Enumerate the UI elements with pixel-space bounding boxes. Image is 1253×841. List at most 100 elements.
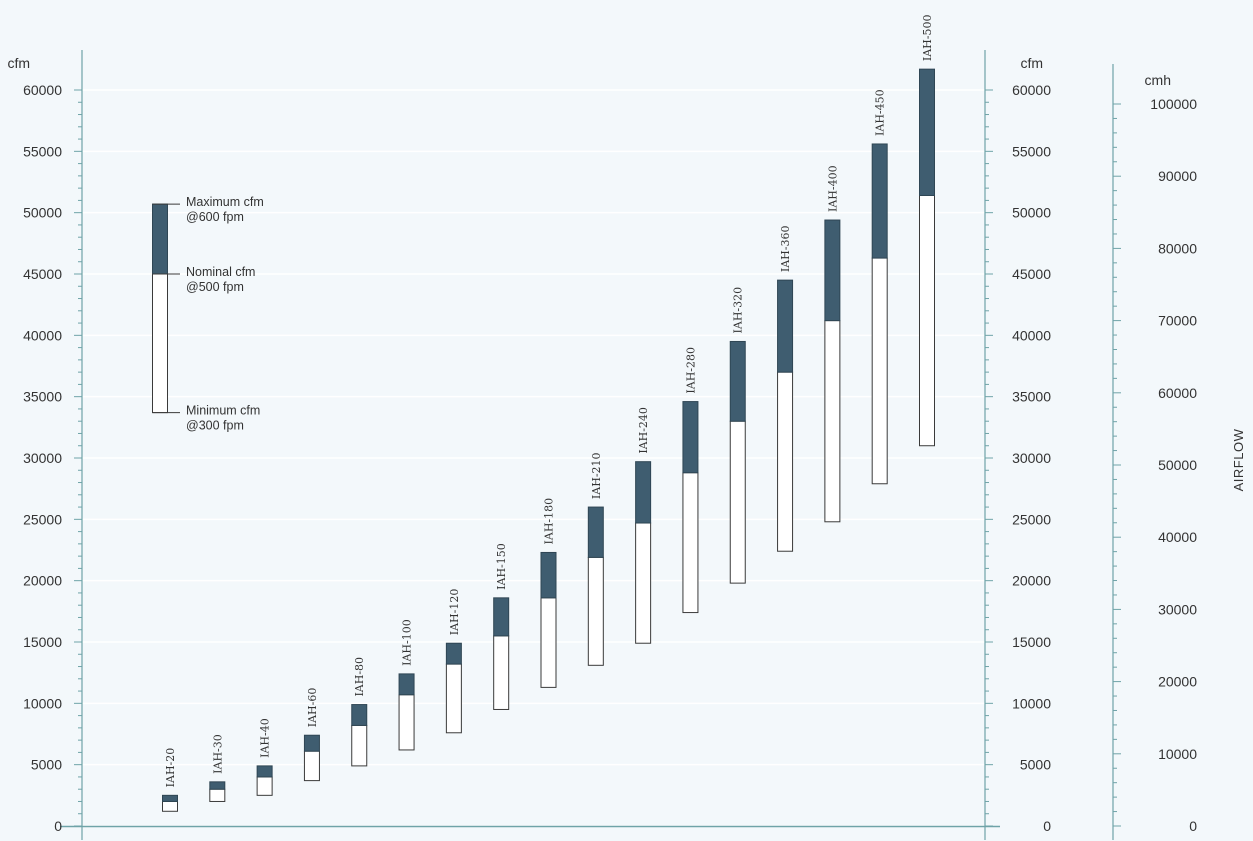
bar-upper-iah-80 [351,704,368,726]
bar-label: IAH-20 [164,748,177,788]
right-outer-tick-label: 50000 [1158,457,1197,473]
left-axis-tick-label: 0 [54,818,62,834]
bar-upper-iah-210 [587,506,604,558]
bar-lower-iah-280 [682,472,699,614]
left-axis-tick-label: 35000 [23,389,62,405]
bar-label: IAH-30 [211,734,224,774]
bar-upper-iah-120 [445,642,462,665]
bar-upper-iah-180 [540,551,557,599]
left-axis-tick-label: 60000 [23,82,62,98]
bar-upper-iah-60 [303,734,320,752]
bar-upper-iah-20 [162,794,178,802]
bar-lower-iah-40 [256,776,273,796]
bar-lower-iah-400 [824,320,841,523]
bar-label: IAH-500 [921,15,934,62]
right-outer-tick-label: 30000 [1158,601,1197,617]
bar-upper-iah-30 [209,781,226,790]
bar-lower-iah-80 [351,724,368,767]
bar-upper-iah-40 [256,765,273,778]
bar-lower-iah-450 [871,257,888,485]
right-inner-axis-tick-label: 25000 [1012,511,1051,527]
left-axis-tick-label: 40000 [23,327,62,343]
bar-upper-iah-450 [871,143,888,259]
bar-upper-iah-280 [682,401,699,474]
bar-label: IAH-60 [306,688,319,728]
right-outer-tick-label: 100000 [1150,96,1197,112]
legend: Maximum cfm@600 fpm Nominal cfm@500 fpm Mi… [152,195,264,433]
right-inner-axis-tick-label: 35000 [1012,389,1051,405]
bar-label: IAH-240 [637,407,650,454]
bar-lower-iah-180 [540,597,557,688]
bar-label: IAH-100 [401,619,414,666]
right-inner-axis-tick-label: 40000 [1012,327,1051,343]
bar-label: IAH-400 [826,165,839,212]
bar-lower-iah-360 [777,371,794,552]
right-outer-tick-label: 20000 [1158,674,1197,690]
left-axis-tick-label: 15000 [23,634,62,650]
axes: 0 5000 10000 15000 20000 25000 30000 35000 40000… [7,50,1197,840]
bar-lower-iah-30 [209,788,226,802]
bar-upper-iah-320 [729,340,746,422]
bar-label: IAH-360 [779,226,792,273]
bar-label: IAH-120 [448,589,461,636]
legend-nominal-label: @500 fpm [186,280,244,294]
right-inner-axis-tick-label: 60000 [1012,82,1051,98]
right-outer-tick-label: 40000 [1158,529,1197,545]
left-axis-tick-label: 10000 [23,695,62,711]
bar-lower-iah-500 [919,194,935,447]
bar-label: IAH-80 [353,657,366,697]
bar-upper-iah-150 [493,597,510,637]
bar-label: IAH-180 [543,498,556,545]
bar-label: IAH-450 [874,89,887,136]
legend-max-label: @600 fpm [186,210,244,224]
bar-label: IAH-150 [495,543,508,590]
legend-nominal-label: Nominal cfm [186,265,255,279]
bars: IAH-20 IAH-30 IAH-40 IAH-60 IAH-80 IAH-100 IAH… [162,15,935,812]
bar-upper-iah-400 [824,219,841,322]
bar-upper-iah-240 [635,461,652,524]
right-outer-tick-label: 70000 [1158,313,1197,329]
right-inner-axis-tick-label: 50000 [1012,205,1051,221]
left-axis-tick-label: 20000 [23,573,62,589]
left-axis-tick-label: 25000 [23,511,62,527]
bar-label: IAH-320 [732,287,745,334]
left-axis-tick-label: 50000 [23,205,62,221]
bar-lower-iah-150 [493,635,510,710]
left-axis-tick-label: 5000 [31,757,62,773]
right-outer-unit-label: cmh [1145,72,1171,88]
legend-min-label: @300 fpm [186,419,244,433]
right-inner-axis-tick-label: 30000 [1012,450,1051,466]
bar-lower-iah-60 [303,750,320,782]
right-inner-axis-tick-label: 45000 [1012,266,1051,282]
left-axis-tick-label: 30000 [23,450,62,466]
legend-upper-swatch [152,203,168,275]
bar-upper-iah-500 [919,68,935,196]
right-inner-axis-tick-label: 0 [1043,818,1051,834]
left-axis-tick-label: 45000 [23,266,62,282]
bar-upper-iah-100 [398,673,415,696]
right-inner-axis-tick-label: 5000 [1020,757,1051,773]
bar-lower-iah-20 [162,800,178,812]
legend-lower-swatch [152,273,168,414]
bar-lower-iah-120 [445,663,462,734]
right-inner-axis-tick-label: 10000 [1012,695,1051,711]
bar-lower-iah-210 [587,556,604,666]
bar-label: IAH-280 [684,347,697,394]
bar-label: IAH-210 [590,452,603,499]
right-inner-axis-tick-label: 15000 [1012,634,1051,650]
left-axis-unit-label: cfm [7,55,30,71]
right-outer-tick-label: 10000 [1158,746,1197,762]
right-inner-axis-unit-label: cfm [1020,55,1043,71]
bar-lower-iah-320 [729,420,746,584]
right-inner-axis-tick-label: 55000 [1012,143,1051,159]
legend-max-label: Maximum cfm [186,195,264,209]
bar-upper-iah-360 [777,279,794,373]
right-outer-tick-label: 0 [1189,818,1197,834]
right-outer-tick-label: 60000 [1158,385,1197,401]
right-axis-title: AIRFLOW [1231,428,1246,491]
left-axis-tick-label: 55000 [23,143,62,159]
bar-lower-iah-240 [635,522,652,644]
bar-lower-iah-100 [398,694,415,751]
